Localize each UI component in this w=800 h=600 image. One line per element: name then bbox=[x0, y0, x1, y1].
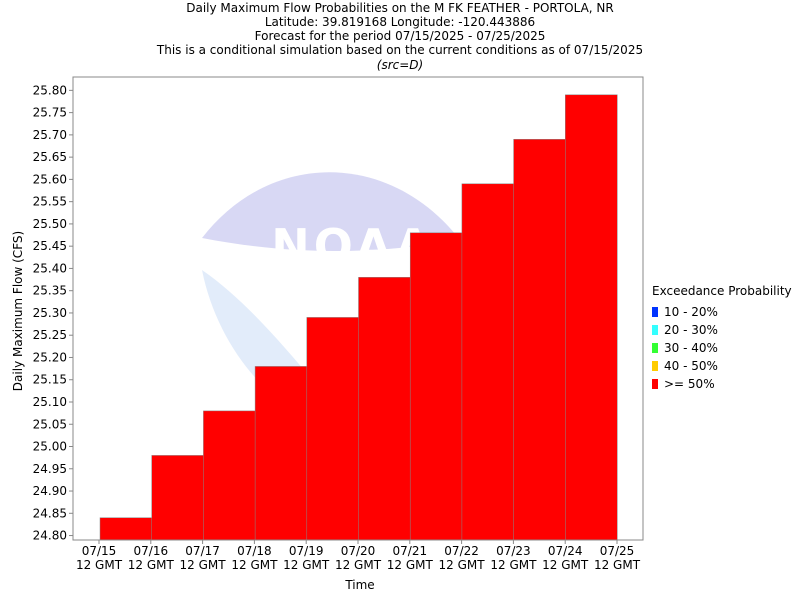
y-tick-label: 25.80 bbox=[33, 83, 67, 97]
legend-swatch bbox=[652, 343, 658, 353]
legend-label: 40 - 50% bbox=[664, 359, 718, 373]
y-tick-label: 25.15 bbox=[33, 373, 67, 387]
x-tick-label-time: 12 GMT bbox=[542, 558, 589, 572]
y-tick-label: 24.80 bbox=[33, 529, 67, 543]
legend-item: 30 - 40% bbox=[652, 339, 792, 357]
bar bbox=[513, 139, 566, 541]
y-tick-label: 25.30 bbox=[33, 306, 67, 320]
bar bbox=[151, 455, 204, 541]
chart-title-line-3: Forecast for the period 07/15/2025 - 07/… bbox=[254, 29, 546, 43]
y-tick-label: 25.45 bbox=[33, 239, 67, 253]
y-tick-label: 25.60 bbox=[33, 172, 67, 186]
bar bbox=[565, 94, 618, 541]
x-tick-label-date: 07/20 bbox=[341, 544, 376, 558]
legend-item: >= 50% bbox=[652, 375, 792, 393]
y-tick-label: 25.65 bbox=[33, 150, 67, 164]
bar bbox=[358, 277, 411, 541]
legend-title: Exceedance Probability bbox=[652, 284, 792, 298]
x-tick-label-time: 12 GMT bbox=[387, 558, 434, 572]
legend-label: 10 - 20% bbox=[664, 305, 718, 319]
x-tick-label-date: 07/15 bbox=[82, 544, 117, 558]
x-tick-label-date: 07/21 bbox=[393, 544, 428, 558]
y-tick-label: 24.95 bbox=[33, 462, 67, 476]
y-tick-label: 25.05 bbox=[33, 417, 67, 431]
chart-title-line-4: This is a conditional simulation based o… bbox=[156, 43, 644, 57]
bar bbox=[306, 317, 360, 541]
x-tick-label-date: 07/25 bbox=[600, 544, 635, 558]
x-tick-label-time: 12 GMT bbox=[490, 558, 537, 572]
y-tick-label: 25.50 bbox=[33, 217, 67, 231]
chart-title-line-1: Daily Maximum Flow Probabilities on the … bbox=[186, 1, 614, 15]
x-axis-label: Time bbox=[345, 578, 375, 592]
x-tick-label-time: 12 GMT bbox=[180, 558, 227, 572]
bar bbox=[409, 232, 463, 541]
x-tick-label-date: 07/24 bbox=[548, 544, 583, 558]
legend-swatch bbox=[652, 307, 658, 317]
legend-swatch bbox=[652, 361, 658, 371]
chart-source-note: (src=D) bbox=[376, 58, 424, 72]
x-tick-label-time: 12 GMT bbox=[128, 558, 175, 572]
x-tick-label-date: 07/17 bbox=[185, 544, 220, 558]
y-axis-label: Daily Maximum Flow (CFS) bbox=[11, 230, 25, 392]
x-tick-label-time: 12 GMT bbox=[76, 558, 123, 572]
y-tick-label: 25.25 bbox=[33, 328, 67, 342]
legend-swatch bbox=[652, 379, 658, 389]
watermark-noaa-text: NOAA bbox=[271, 219, 435, 273]
x-tick-label-time: 12 GMT bbox=[283, 558, 330, 572]
y-tick-label: 25.00 bbox=[33, 440, 67, 454]
y-tick-label: 25.75 bbox=[33, 106, 67, 120]
y-tick-label: 25.70 bbox=[33, 128, 67, 142]
legend-label: 30 - 40% bbox=[664, 341, 718, 355]
x-tick-label-date: 07/18 bbox=[237, 544, 272, 558]
legend-label: 20 - 30% bbox=[664, 323, 718, 337]
y-tick-label: 25.10 bbox=[33, 395, 67, 409]
y-tick-label: 25.40 bbox=[33, 261, 67, 275]
x-tick-label-time: 12 GMT bbox=[231, 558, 278, 572]
x-tick-label-date: 07/22 bbox=[444, 544, 479, 558]
bar bbox=[461, 183, 515, 541]
x-tick-label-time: 12 GMT bbox=[594, 558, 641, 572]
bar bbox=[99, 517, 153, 541]
legend-item: 40 - 50% bbox=[652, 357, 792, 375]
y-tick-label: 25.55 bbox=[33, 195, 67, 209]
bar bbox=[254, 366, 308, 541]
legend-label: >= 50% bbox=[664, 377, 715, 391]
y-tick-label: 25.35 bbox=[33, 284, 67, 298]
legend-item: 10 - 20% bbox=[652, 303, 792, 321]
legend-swatch bbox=[652, 325, 658, 335]
chart-title-line-2: Latitude: 39.819168 Longitude: -120.4438… bbox=[264, 15, 536, 29]
y-tick-label: 24.85 bbox=[33, 506, 67, 520]
y-tick-label: 25.20 bbox=[33, 350, 67, 364]
bar bbox=[203, 410, 256, 541]
x-tick-label-time: 12 GMT bbox=[335, 558, 382, 572]
x-tick-label-date: 07/19 bbox=[289, 544, 324, 558]
legend-item: 20 - 30% bbox=[652, 321, 792, 339]
x-tick-label-time: 12 GMT bbox=[439, 558, 486, 572]
legend: Exceedance Probability 10 - 20% 20 - 30%… bbox=[652, 284, 792, 393]
y-tick-label: 24.90 bbox=[33, 484, 67, 498]
x-tick-label-date: 07/23 bbox=[496, 544, 531, 558]
x-tick-label-date: 07/16 bbox=[134, 544, 169, 558]
watermark-top-shape bbox=[202, 172, 460, 252]
